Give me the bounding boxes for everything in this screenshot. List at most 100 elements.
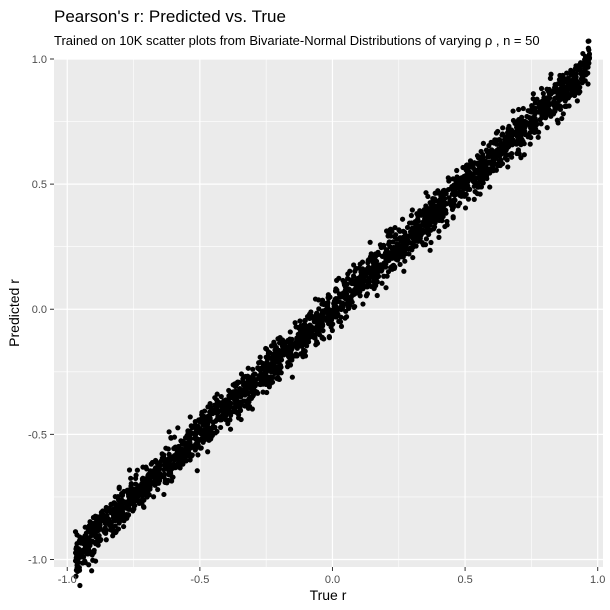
scatter-point bbox=[462, 205, 469, 211]
scatter-point bbox=[121, 523, 127, 530]
scatter-point bbox=[535, 134, 541, 140]
scatter-point bbox=[227, 426, 234, 432]
x-tick-label: -0.5 bbox=[190, 574, 209, 586]
scatter-point bbox=[102, 529, 108, 535]
scatter-point bbox=[156, 480, 162, 486]
scatter-point bbox=[547, 75, 554, 81]
scatter-point bbox=[582, 53, 589, 60]
scatter-point bbox=[214, 428, 220, 435]
scatter-point bbox=[264, 389, 270, 396]
scatter-point bbox=[200, 419, 207, 425]
scatter-point bbox=[391, 263, 397, 270]
scatter-point bbox=[210, 410, 216, 417]
scatter-point bbox=[519, 114, 525, 120]
scatter-point bbox=[80, 537, 86, 543]
scatter-point bbox=[451, 191, 457, 197]
scatter-point bbox=[413, 229, 419, 235]
scatter-point bbox=[495, 128, 501, 135]
chart-subtitle: Trained on 10K scatter plots from Bivari… bbox=[54, 33, 540, 48]
scatter-point bbox=[274, 375, 280, 381]
scatter-point bbox=[290, 341, 296, 348]
scatter-point bbox=[338, 314, 344, 320]
scatter-point bbox=[119, 492, 126, 498]
scatter-point bbox=[106, 505, 113, 511]
scatter-point bbox=[73, 567, 80, 573]
scatter-point bbox=[278, 370, 284, 376]
scatter-point bbox=[307, 331, 313, 337]
scatter-point bbox=[340, 290, 347, 296]
scatter-point bbox=[76, 549, 82, 555]
scatter-point bbox=[207, 415, 213, 421]
scatter-point bbox=[370, 259, 376, 265]
scatter-point bbox=[214, 391, 220, 397]
scatter-point bbox=[515, 118, 521, 124]
x-axis: -1.0 -0.5 0.0 0.5 1.0 bbox=[58, 567, 605, 586]
scatter-point bbox=[256, 381, 262, 387]
scatter-point bbox=[427, 247, 433, 253]
scatter-point bbox=[538, 121, 544, 127]
scatter-point bbox=[493, 153, 499, 159]
scatter-point bbox=[392, 224, 398, 231]
scatter-point bbox=[324, 301, 331, 308]
scatter-point bbox=[423, 236, 430, 242]
scatter-point bbox=[530, 127, 536, 133]
scatter-point bbox=[351, 262, 357, 268]
scatter-point bbox=[569, 90, 575, 96]
scatter-point bbox=[577, 68, 584, 74]
scatter-point bbox=[521, 152, 527, 158]
scatter-point bbox=[365, 282, 371, 289]
scatter-point bbox=[423, 190, 429, 196]
scatter-point bbox=[401, 268, 407, 274]
scatter-point bbox=[490, 168, 496, 174]
scatter-point bbox=[150, 494, 157, 500]
scatter-point bbox=[326, 294, 332, 300]
scatter-point bbox=[148, 461, 154, 467]
scatter-point bbox=[530, 96, 536, 102]
scatter-point bbox=[349, 299, 355, 305]
scatter-point bbox=[89, 568, 95, 574]
scatter-point bbox=[155, 486, 161, 493]
scatter-point bbox=[334, 287, 340, 293]
scatter-point bbox=[577, 61, 584, 67]
scatter-point bbox=[422, 213, 428, 220]
scatter-point bbox=[457, 192, 463, 199]
scatter-point bbox=[500, 125, 506, 131]
scatter-point bbox=[314, 310, 320, 316]
scatter-point bbox=[86, 525, 93, 531]
scatter-point bbox=[325, 306, 331, 312]
scatter-point bbox=[182, 440, 188, 446]
scatter-point bbox=[450, 214, 456, 220]
scatter-point bbox=[175, 454, 181, 460]
scatter-point bbox=[293, 324, 299, 330]
scatter-point bbox=[344, 296, 350, 302]
scatter-point bbox=[564, 70, 570, 76]
scatter-point bbox=[400, 228, 406, 234]
scatter-point bbox=[171, 434, 178, 440]
scatter-point bbox=[361, 277, 367, 284]
scatter-point bbox=[179, 454, 185, 460]
scatter-point bbox=[161, 455, 167, 461]
scatter-point bbox=[536, 109, 542, 115]
scatter-point bbox=[559, 91, 565, 97]
scatter-point bbox=[479, 179, 485, 186]
scatter-point bbox=[221, 404, 227, 410]
scatter-point bbox=[287, 329, 293, 335]
scatter-point bbox=[319, 334, 325, 341]
scatter-point bbox=[474, 160, 480, 166]
scatter-point bbox=[201, 427, 208, 434]
scatter-point bbox=[257, 373, 264, 379]
scatter-point bbox=[108, 501, 114, 507]
scatter-point bbox=[506, 123, 512, 129]
scatter-point bbox=[200, 435, 207, 441]
scatter-point bbox=[341, 280, 347, 286]
scatter-point bbox=[176, 460, 182, 466]
scatter-point bbox=[413, 221, 419, 227]
scatter-point bbox=[218, 424, 224, 431]
scatter-point bbox=[188, 443, 195, 449]
scatter-point bbox=[551, 85, 558, 91]
scatter-point bbox=[103, 515, 109, 521]
scatter-point bbox=[139, 477, 146, 483]
scatter-point bbox=[548, 113, 554, 119]
scatter-point bbox=[82, 524, 88, 530]
